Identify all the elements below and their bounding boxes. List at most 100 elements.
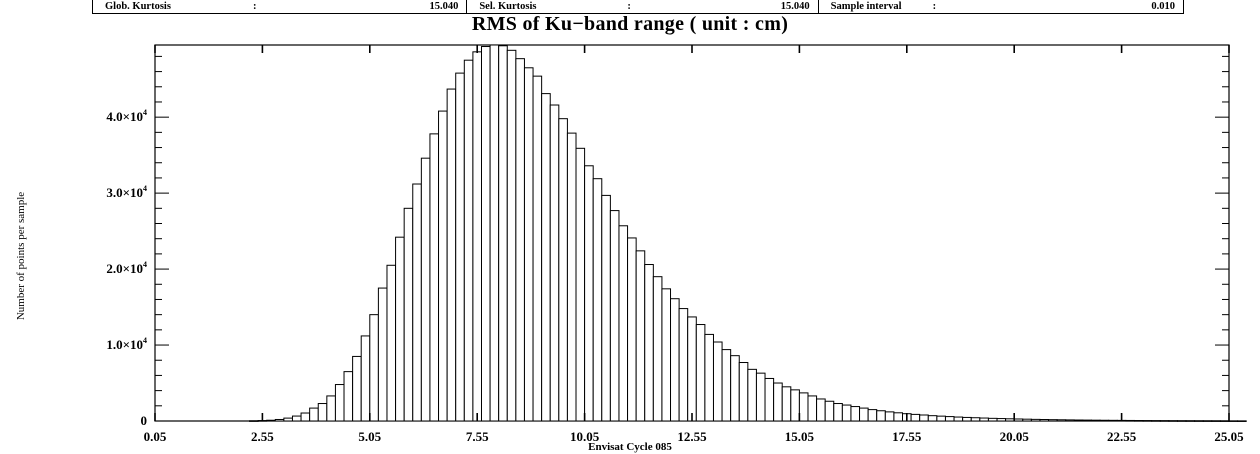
histogram-bar: [249, 420, 259, 422]
histogram-bar: [962, 416, 972, 422]
stat-colon: :: [253, 1, 257, 12]
histogram-bar: [489, 44, 500, 422]
histogram-bar: [369, 314, 379, 422]
histogram-bar: [326, 395, 336, 422]
histogram-bar: [343, 371, 354, 422]
stat-cell: Glob. Kurtosis: 15.040: [93, 0, 466, 13]
histogram-bar: [300, 412, 311, 422]
x-tick-label: 15.05: [785, 429, 815, 444]
histogram-bar: [816, 398, 826, 422]
histogram-bar: [970, 417, 981, 422]
histogram-bar: [309, 407, 319, 422]
histogram-bar: [1176, 420, 1187, 422]
histogram-bars: [249, 44, 1247, 422]
histogram-bar: [515, 58, 525, 422]
y-tick-label: 0: [141, 413, 148, 428]
axis-ticks: [154, 45, 1230, 422]
histogram-bar: [1056, 419, 1067, 422]
x-tick-label: 17.55: [892, 429, 922, 444]
histogram-bar: [738, 362, 749, 422]
histogram-bar: [850, 406, 861, 422]
histogram-bar: [523, 67, 534, 422]
y-tick-label: 3.0×104: [106, 184, 147, 200]
histogram-bar: [695, 324, 706, 422]
histogram-bar: [876, 410, 886, 422]
histogram-bar: [841, 404, 852, 422]
histogram-bar: [764, 377, 775, 422]
histogram-bar: [1194, 420, 1204, 422]
histogram-bar: [438, 110, 448, 422]
histogram-bar: [1065, 419, 1075, 422]
y-tick-label: 1.0×104: [106, 336, 147, 352]
stat-value: 0.010: [1151, 1, 1175, 12]
histogram-bar: [919, 414, 929, 422]
x-axis-label: Envisat Cycle 085: [588, 441, 672, 453]
histogram-bar: [1108, 419, 1118, 422]
histogram-bar: [678, 308, 689, 422]
histogram-bar: [463, 59, 474, 422]
histogram-bar: [730, 355, 740, 422]
histogram-bar: [893, 412, 903, 422]
x-tick-label: 22.55: [1107, 429, 1137, 444]
histogram-bar: [1048, 419, 1058, 422]
y-tick-label: 2.0×104: [106, 260, 147, 276]
histogram-bar: [274, 418, 285, 422]
histogram-bar: [1237, 420, 1247, 422]
histogram-bar: [386, 264, 397, 422]
stat-colon: :: [627, 1, 631, 12]
stat-value: 15.040: [780, 1, 810, 12]
histogram-bar: [1030, 418, 1041, 422]
x-tick-label: 7.55: [466, 429, 489, 444]
histogram-bar: [627, 237, 637, 422]
histogram-bar: [1099, 419, 1110, 422]
histogram-bar: [360, 335, 371, 422]
histogram-bar: [446, 88, 457, 422]
histogram-bar: [420, 157, 431, 422]
histogram-bar: [1022, 418, 1032, 422]
histogram-bar: [291, 415, 302, 422]
histogram-bar: [944, 416, 955, 422]
histogram-bar: [807, 395, 818, 422]
histogram-bar: [541, 93, 551, 422]
histogram-bar: [558, 118, 568, 422]
histogram-bar: [721, 349, 732, 422]
histogram-bar: [979, 417, 989, 422]
statistics-header: Glob. Kurtosis: 15.040 Sel. Kurtosis: 15.04…: [92, 0, 1184, 14]
histogram-bar: [1228, 420, 1239, 422]
histogram-bar: [652, 276, 663, 422]
histogram-bar: [566, 132, 577, 422]
histogram-bar: [773, 382, 783, 422]
x-tick-label: 0.05: [144, 429, 167, 444]
histogram-bar: [661, 288, 672, 422]
histogram-bar: [1125, 419, 1135, 422]
histogram-bar: [1133, 420, 1144, 422]
histogram-bar: [1073, 419, 1084, 422]
stat-label: Sel. Kurtosis: [479, 1, 537, 12]
histogram-bar: [1013, 418, 1024, 422]
histogram-bar: [506, 49, 517, 422]
histogram-bar: [927, 415, 938, 422]
histogram-bar: [601, 194, 611, 422]
histogram-bar: [953, 416, 964, 422]
histogram-bar: [317, 403, 328, 422]
histogram-bar: [618, 225, 629, 422]
histogram-bar: [704, 333, 714, 422]
histogram-bar: [455, 72, 465, 422]
histogram-bar: [712, 341, 723, 422]
x-tick-label: 2.55: [251, 429, 274, 444]
stat-value: 15.040: [429, 1, 459, 12]
histogram-bar: [498, 45, 508, 422]
histogram-bar: [549, 104, 560, 422]
chart-title: RMS of Ku−band range ( unit : cm): [471, 13, 789, 35]
histogram-bar: [472, 51, 482, 422]
histogram-bar: [481, 46, 491, 422]
y-tick-label: 4.0×104: [106, 108, 147, 124]
histogram-bar: [1202, 420, 1213, 422]
histogram-bar: [635, 250, 646, 422]
histogram-bar: [936, 415, 946, 422]
histogram-bar: [859, 407, 869, 422]
histogram-bar: [687, 316, 697, 422]
histogram-bar: [987, 417, 998, 422]
histogram-bar: [266, 419, 276, 422]
